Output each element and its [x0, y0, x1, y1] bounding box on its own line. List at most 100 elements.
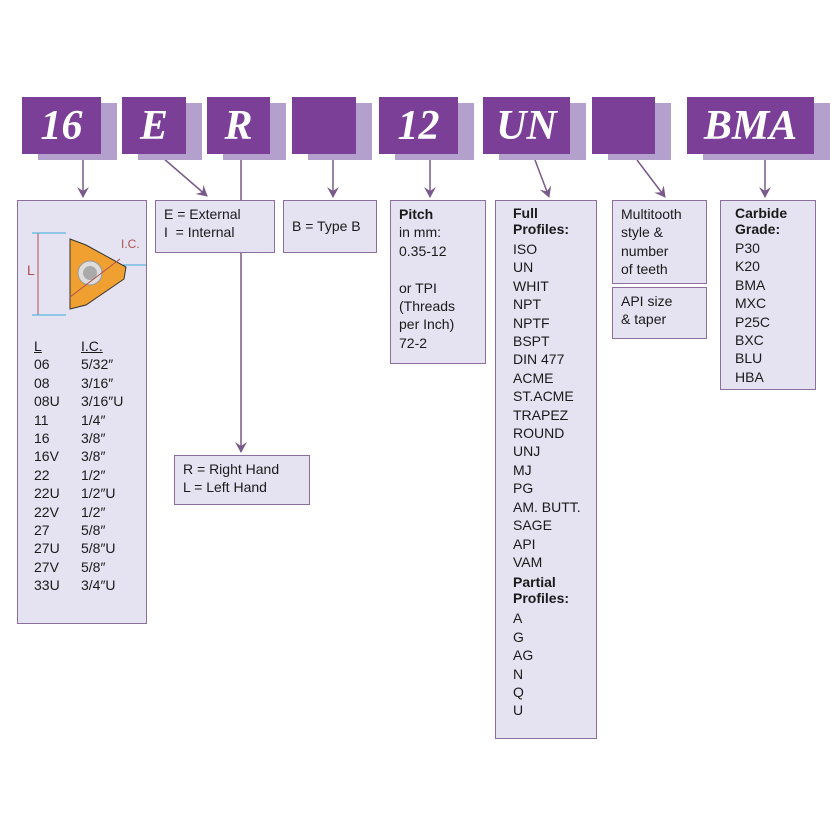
ic-value: 1/4″ — [81, 411, 106, 428]
code-profile: UN — [483, 97, 586, 160]
l-value: 22V — [34, 503, 59, 520]
l-value: 08U — [34, 393, 60, 410]
grade-box: Carbide Grade: P30 K20 BMA MXC P25C BXC BLU HBA — [720, 200, 816, 390]
size-table-row: 16V 3/8″ — [34, 447, 134, 465]
l-value: 16 — [34, 430, 50, 447]
profile-item: UNJ — [513, 443, 541, 460]
ic-value: 5/8″U — [81, 540, 116, 557]
l-value: 22U — [34, 485, 60, 502]
profile-item: AG — [513, 647, 534, 664]
l-value: 27U — [34, 540, 60, 557]
size-table-row: 33U 3/4″U — [34, 576, 134, 594]
l-value: 27V — [34, 558, 59, 575]
full-profiles-title: Full — [513, 205, 538, 221]
profile-item: ROUND — [513, 425, 565, 442]
grade-item: P30 — [735, 240, 760, 256]
full-profiles-title: Profiles: — [513, 221, 570, 237]
style-box: B = Type B — [283, 200, 377, 253]
size-box: L I.C. L I.C. 06 5/32″ 08 3/16″ 08U 3/16″U 11 1/… — [17, 200, 147, 624]
pitch-box: Pitch in mm: 0.35-12 or TPI (Threads per Inch… — [390, 200, 486, 364]
hand-box: R = Right Hand L = Left Hand — [174, 455, 310, 505]
insert-illustration — [32, 232, 146, 316]
code-hand: R — [207, 97, 286, 160]
size-table-row: 08U 3/16″U — [34, 392, 134, 410]
profile-item: ST.ACME — [513, 388, 574, 405]
l-value: 22 — [34, 466, 50, 483]
profile-item: NPT — [513, 296, 541, 313]
size-table-row: 11 1/4″ — [34, 411, 134, 429]
l-value: 33U — [34, 577, 60, 594]
type-box: E = External I = Internal — [155, 200, 275, 253]
profile-item: SAGE — [513, 517, 552, 534]
ic-value: 3/4″U — [81, 577, 116, 594]
profile-item: U — [513, 702, 524, 719]
l-value: 16V — [34, 448, 59, 465]
size-table-row: 22V 1/2″ — [34, 503, 134, 521]
profile-item: BSPT — [513, 333, 550, 350]
size-table-row: 22U 1/2″U — [34, 484, 134, 502]
code-pitch: 12 — [379, 97, 474, 160]
profile-item: N — [513, 665, 524, 682]
size-table: L I.C. 06 5/32″ 08 3/16″ 08U 3/16″U 11 1/4″ 16 3/8… — [34, 337, 134, 595]
profile-item: G — [513, 628, 524, 645]
profile-item: TRAPEZ — [513, 406, 569, 423]
pitch-line: (Threads — [399, 298, 456, 315]
grade-item: BXC — [735, 332, 764, 349]
profile-item: Q — [513, 683, 524, 700]
ic-value: 1/2″ — [81, 466, 106, 483]
code-size: 16 — [22, 97, 117, 160]
l-value: 06 — [34, 356, 50, 373]
size-table-row: 08 3/16″ — [34, 374, 134, 392]
size-table-row: 16 3/8″ — [34, 429, 134, 447]
ic-value: 3/8″ — [81, 430, 106, 447]
pitch-line — [399, 260, 477, 278]
profile-item: WHIT — [513, 277, 549, 294]
ic-value: 5/8″ — [81, 522, 106, 539]
profile-item: PG — [513, 480, 534, 497]
profile-item: MJ — [513, 461, 532, 478]
multitooth-line: Multitooth — [621, 206, 682, 222]
pitch-line: 72-2 — [399, 334, 428, 351]
pitch-line: 0.35-12 — [399, 242, 447, 259]
profiles-box: Full Profiles: ISO UN WHIT NPT NPTF BSPT DIN 477… — [495, 200, 597, 739]
grade-item: BMA — [735, 276, 766, 293]
api-line: & taper — [621, 311, 667, 328]
ic-value: 3/16″ — [81, 374, 114, 391]
code-grade: BMA — [687, 97, 830, 160]
pitch-line: per Inch) — [399, 316, 455, 333]
grade-item: P25C — [735, 313, 771, 330]
api-box: API size & taper — [612, 287, 707, 339]
ic-value: 5/8″ — [81, 558, 106, 575]
code-style — [292, 97, 372, 160]
profile-item: AM. BUTT. — [513, 498, 581, 515]
multitooth-line: of teeth — [621, 261, 668, 278]
grade-title: Grade: — [735, 221, 781, 237]
profile-item: VAM — [513, 553, 543, 570]
ic-value: 1/2″ — [81, 503, 106, 520]
ic-value: 3/8″ — [81, 448, 106, 465]
size-table-header: L I.C. — [34, 338, 103, 354]
multitooth-line: number — [621, 242, 669, 259]
pitch-line: in mm: — [399, 224, 441, 241]
profile-item: ACME — [513, 369, 554, 386]
size-table-row: 06 5/32″ — [34, 355, 134, 373]
partial-profiles-title: Profiles: — [513, 590, 570, 607]
size-table-row: 27U 5/8″U — [34, 539, 134, 557]
api-line: API size — [621, 293, 673, 309]
profile-item: A — [513, 610, 523, 627]
grade-item: K20 — [735, 258, 760, 275]
grade-item: MXC — [735, 295, 767, 312]
multitooth-box: Multitooth style & number of teeth — [612, 200, 707, 284]
size-table-row: 27V 5/8″ — [34, 558, 134, 576]
grade-item: BLU — [735, 350, 763, 367]
partial-profiles-title: Partial — [513, 574, 556, 591]
profile-item: ISO — [513, 241, 538, 257]
grade-title: Carbide — [735, 205, 788, 221]
profile-item: UN — [513, 259, 534, 276]
pitch-line: or TPI — [399, 279, 437, 296]
multitooth-line: style & — [621, 224, 664, 241]
ic-value: 1/2″U — [81, 485, 116, 502]
l-value: 08 — [34, 374, 50, 391]
l-value: 27 — [34, 522, 50, 539]
